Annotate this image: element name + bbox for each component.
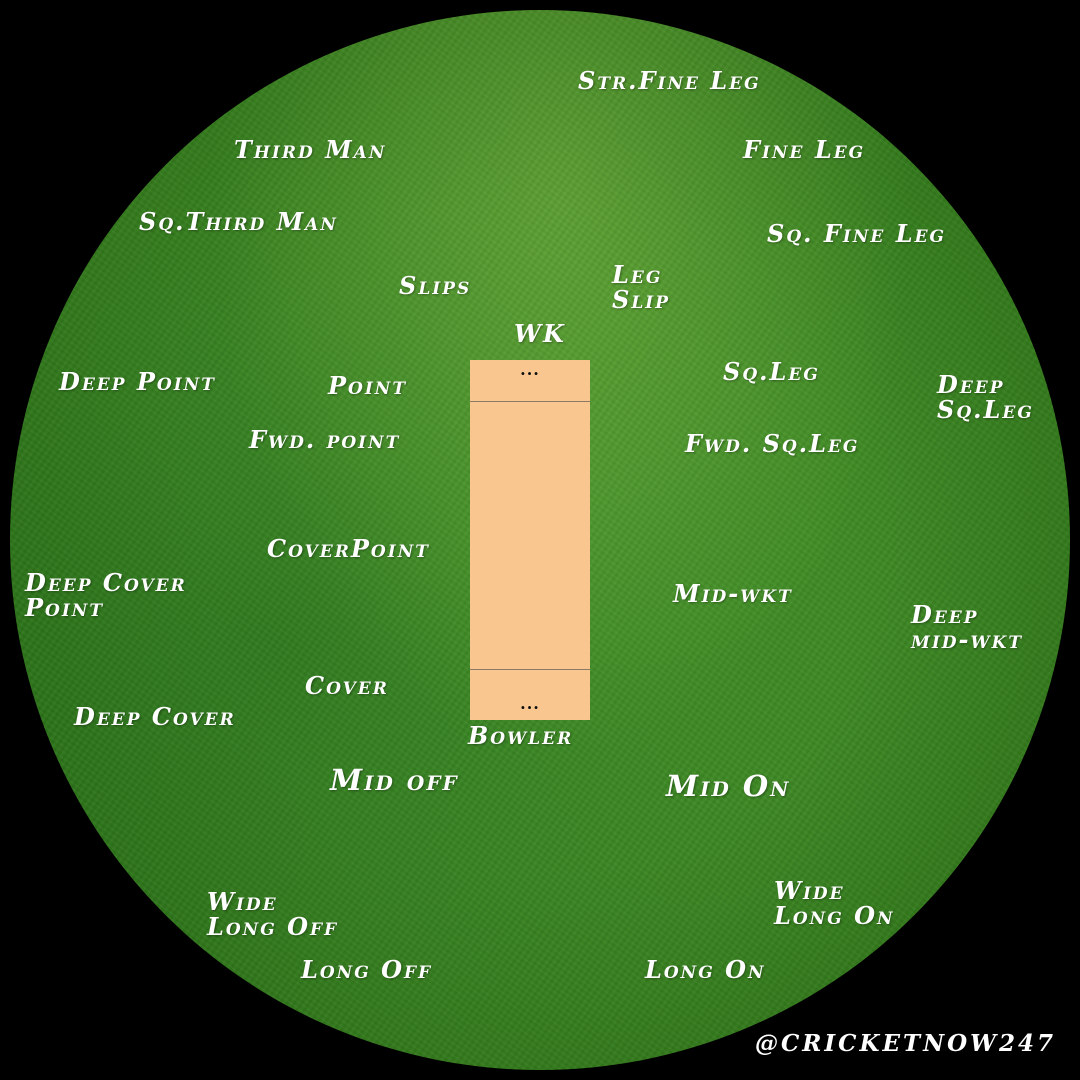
label-point: Point bbox=[328, 371, 407, 400]
label-fwd-sq-leg: Fwd. Sq.Leg bbox=[685, 429, 860, 458]
label-deep-mid-wkt-line1: Deep bbox=[911, 600, 979, 629]
label-fine-leg: Fine Leg bbox=[743, 135, 866, 164]
label-str-fine-leg: Str.Fine Leg bbox=[578, 66, 761, 95]
label-sq-third-man: Sq.Third Man bbox=[139, 207, 338, 236]
label-deep-cover-point: Deep Cover Point bbox=[25, 570, 187, 620]
label-mid-on: Mid On bbox=[666, 769, 791, 803]
label-deep-mid-wkt-line2: mid-wkt bbox=[911, 625, 1023, 654]
label-deep-sq-leg-line2: Sq.Leg bbox=[937, 395, 1034, 424]
label-wide-long-on-line1: Wide bbox=[774, 876, 845, 905]
label-cover-point: CoverPoint bbox=[267, 534, 430, 563]
label-third-man: Third Man bbox=[234, 135, 387, 164]
label-deep-cover: Deep Cover bbox=[74, 702, 236, 731]
label-wide-long-off: Wide Long Off bbox=[207, 889, 338, 939]
pitch: ... ... bbox=[470, 360, 590, 720]
label-wide-long-on-line2: Long On bbox=[774, 901, 895, 930]
label-sq-fine-leg: Sq. Fine Leg bbox=[767, 219, 947, 248]
label-fwd-point: Fwd. point bbox=[249, 425, 401, 454]
label-long-off: Long Off bbox=[301, 955, 433, 984]
label-deep-sq-leg: Deep Sq.Leg bbox=[937, 372, 1034, 422]
label-leg-slip-line1: Leg bbox=[612, 260, 663, 289]
striker-end-marker: ... bbox=[520, 360, 540, 379]
label-deep-point: Deep Point bbox=[59, 367, 216, 396]
label-slips: Slips bbox=[399, 271, 472, 300]
label-deep-sq-leg-line1: Deep bbox=[937, 370, 1005, 399]
bowler-end-marker: ... bbox=[520, 694, 540, 713]
label-leg-slip-line2: Slip bbox=[612, 285, 671, 314]
label-deep-mid-wkt: Deep mid-wkt bbox=[911, 602, 1023, 652]
batting-crease bbox=[470, 401, 590, 402]
label-wide-long-off-line2: Long Off bbox=[207, 912, 339, 941]
credit-handle: @CRICKETNOW247 bbox=[754, 1030, 1056, 1057]
label-mid-wkt: Mid-wkt bbox=[673, 579, 793, 608]
label-wide-long-on: Wide Long On bbox=[774, 878, 895, 928]
label-bowler: Bowler bbox=[468, 721, 574, 750]
bowling-crease bbox=[470, 669, 590, 670]
label-wk: WK bbox=[514, 319, 566, 348]
label-deep-cover-point-line2: Point bbox=[25, 593, 104, 622]
label-sq-leg: Sq.Leg bbox=[723, 357, 820, 386]
label-wide-long-off-line1: Wide bbox=[207, 887, 278, 916]
label-mid-off: Mid off bbox=[330, 763, 459, 797]
label-deep-cover-point-line1: Deep Cover bbox=[25, 568, 187, 597]
label-long-on: Long On bbox=[645, 955, 766, 984]
label-cover: Cover bbox=[305, 671, 389, 700]
label-leg-slip: Leg Slip bbox=[612, 262, 670, 312]
